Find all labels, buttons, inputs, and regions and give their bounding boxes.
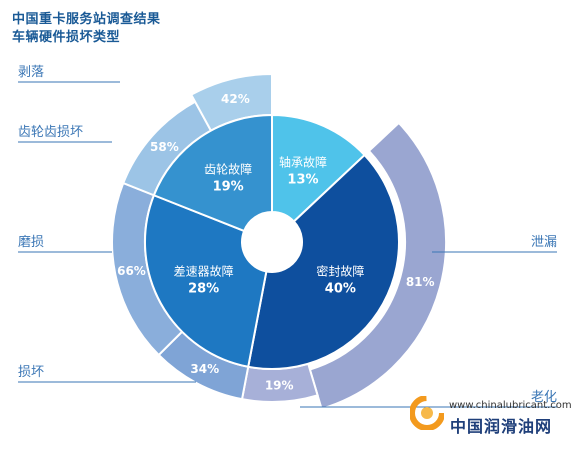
outer-label: 剥落 (18, 65, 44, 80)
outer-segment-泄漏 (308, 121, 447, 411)
outer-percent: 58% (150, 140, 179, 154)
outer-percent: 81% (406, 275, 435, 289)
inner-label: 齿轮故障 (204, 161, 252, 176)
inner-slice-密封故障 (247, 153, 400, 370)
inner-slice-齿轮故障 (152, 113, 273, 233)
inner-label: 轴承故障 (279, 154, 327, 169)
outer-percent: 34% (190, 362, 219, 376)
chart-subtitle: 车辆硬件损坏类型 (12, 30, 121, 45)
inner-percent: 28% (188, 282, 219, 297)
inner-percent: 19% (213, 179, 244, 194)
watermark-name: 中国润滑油网 (450, 417, 553, 436)
watermark-url: www.chinalubricant.com (449, 400, 572, 411)
inner-label: 差速器故障 (174, 264, 234, 279)
outer-label: 老化 (531, 390, 557, 405)
inner-label: 密封故障 (316, 264, 364, 279)
outer-percent: 19% (265, 378, 294, 392)
watermark-logo (409, 395, 445, 431)
chart-title: 中国重卡服务站调查结果 (12, 12, 161, 27)
outer-label: 泄漏 (531, 234, 557, 250)
inner-slice-轴承故障 (271, 113, 366, 223)
inner-percent: 40% (325, 282, 356, 297)
outer-label: 磨损 (18, 235, 44, 250)
outer-percent: 66% (117, 264, 146, 278)
inner-percent: 13% (287, 172, 318, 187)
outer-percent: 42% (221, 92, 250, 106)
outer-label: 损坏 (18, 365, 44, 380)
inner-slice-差速器故障 (144, 193, 268, 368)
outer-label: 齿轮齿损坏 (18, 125, 83, 140)
